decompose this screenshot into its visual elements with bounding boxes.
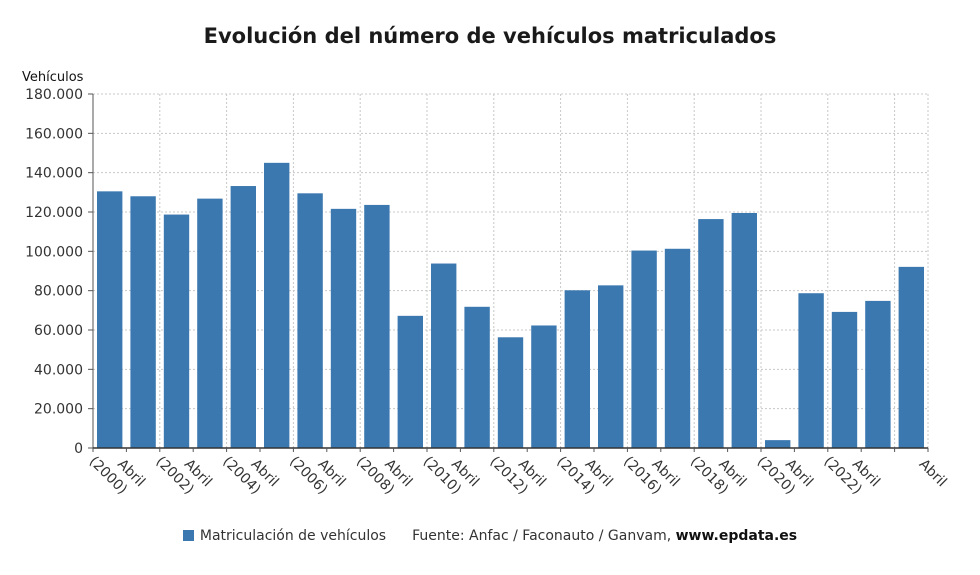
x-tick-label: Abril(2006) <box>286 453 348 497</box>
bar <box>163 214 190 448</box>
y-tick-label: 100.000 <box>25 244 83 260</box>
bar <box>97 191 123 448</box>
bar <box>865 300 891 448</box>
bar <box>798 293 824 448</box>
x-tick-label: Abril(2012) <box>487 453 549 497</box>
bar <box>731 212 757 448</box>
y-tick-label: 120.000 <box>25 205 83 221</box>
bar <box>564 290 590 448</box>
x-tick-label: Abril(2004) <box>219 453 281 497</box>
legend-label: Matriculación de vehículos <box>199 528 387 544</box>
x-tick-label: Abril(2008) <box>353 453 415 497</box>
y-tick-label: 80.000 <box>34 284 83 300</box>
bar <box>765 440 791 448</box>
bar <box>297 193 323 448</box>
bar <box>664 248 691 448</box>
bar <box>431 263 457 448</box>
x-tick-label: Abril(2020) <box>754 453 816 497</box>
chart-title: Evolución del número de vehículos matric… <box>203 24 777 48</box>
bar <box>364 204 390 448</box>
y-tick-label: 160.000 <box>25 126 83 142</box>
bar <box>698 219 724 448</box>
x-tick-label: Abril(2022) <box>821 453 883 497</box>
bar <box>264 162 290 449</box>
y-tick-label: 20.000 <box>34 402 83 418</box>
bar <box>464 306 490 448</box>
y-tick-label: 180.000 <box>25 87 83 103</box>
bar <box>531 325 557 448</box>
bar <box>598 285 624 448</box>
x-tick-label: Abril(2002) <box>153 453 215 497</box>
bar <box>898 266 924 448</box>
x-tick-label: Abril(2014) <box>553 453 615 497</box>
x-tick-label: Abril(2018) <box>687 453 749 497</box>
x-tick-label: Abril(2010) <box>420 453 482 497</box>
y-axis-label: Vehículos <box>22 70 84 85</box>
bar <box>130 196 156 448</box>
bar <box>330 208 357 448</box>
source-text: Fuente: Anfac / Faconauto / Ganvam, <box>412 528 672 544</box>
bar <box>831 311 858 448</box>
x-tick-label: Abril(2016) <box>620 453 682 497</box>
y-tick-label: 0 <box>74 441 83 457</box>
x-tick-label: Abril <box>916 456 950 490</box>
y-tick-label: 60.000 <box>34 323 83 339</box>
bar <box>397 315 423 448</box>
legend: Matriculación de vehículos Fuente: Anfac … <box>0 528 980 544</box>
x-tick-label: Abril(2000) <box>86 453 148 497</box>
bar <box>230 186 256 449</box>
y-tick-label: 140.000 <box>25 166 83 182</box>
x-tick-label-line1: Abril <box>916 456 950 490</box>
bar <box>497 337 524 448</box>
source-link[interactable]: www.epdata.es <box>675 528 798 544</box>
bar <box>197 198 223 448</box>
y-tick-label: 40.000 <box>34 362 83 378</box>
bar <box>631 250 657 448</box>
legend-swatch <box>182 530 194 541</box>
